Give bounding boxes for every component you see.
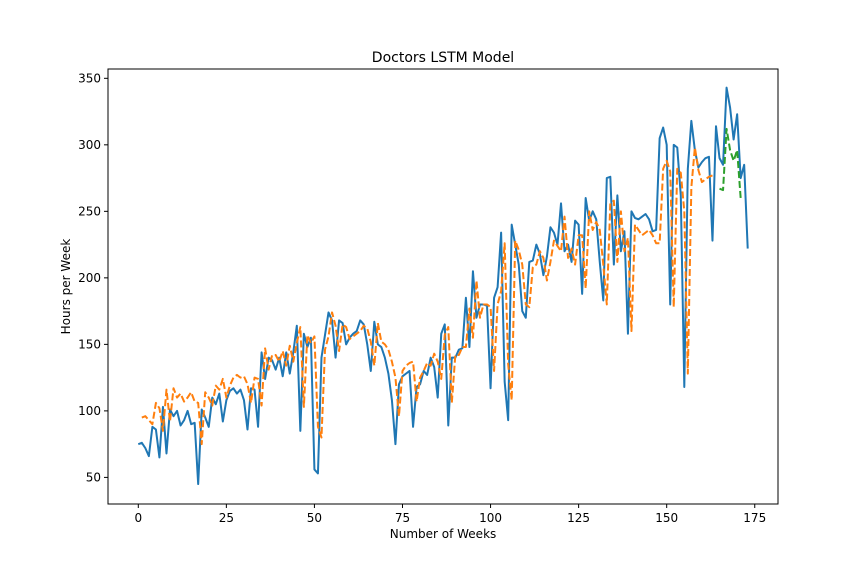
y-tick-label: 350 bbox=[78, 71, 101, 85]
x-axis: 0 25 50 75 100 125 150 175 bbox=[134, 504, 766, 525]
x-tick-label: 0 bbox=[134, 511, 142, 525]
x-tick-label: 175 bbox=[743, 511, 766, 525]
x-tick-label: 125 bbox=[567, 511, 590, 525]
x-tick-label: 25 bbox=[219, 511, 234, 525]
x-axis-label: Number of Weeks bbox=[390, 527, 497, 541]
x-tick-label: 100 bbox=[479, 511, 502, 525]
x-tick-label: 50 bbox=[307, 511, 322, 525]
y-axis-label: Hours per Week bbox=[59, 239, 73, 335]
series-layer bbox=[137, 86, 749, 486]
x-tick-label: 75 bbox=[395, 511, 410, 525]
y-tick-label: 200 bbox=[78, 271, 101, 285]
series-line-2 bbox=[141, 146, 713, 446]
y-tick-label: 150 bbox=[78, 337, 101, 351]
plot-frame bbox=[107, 68, 779, 505]
series-line-1 bbox=[137, 86, 749, 486]
y-tick-label: 300 bbox=[78, 138, 101, 152]
y-tick-label: 250 bbox=[78, 204, 101, 218]
y-tick-label: 100 bbox=[78, 404, 101, 418]
x-tick-label: 150 bbox=[655, 511, 678, 525]
y-tick-label: 50 bbox=[86, 470, 101, 484]
y-axis: 50 100 150 200 250 300 350 bbox=[78, 71, 108, 484]
series-line-3 bbox=[719, 127, 742, 199]
chart-title: Doctors LSTM Model bbox=[372, 50, 514, 66]
